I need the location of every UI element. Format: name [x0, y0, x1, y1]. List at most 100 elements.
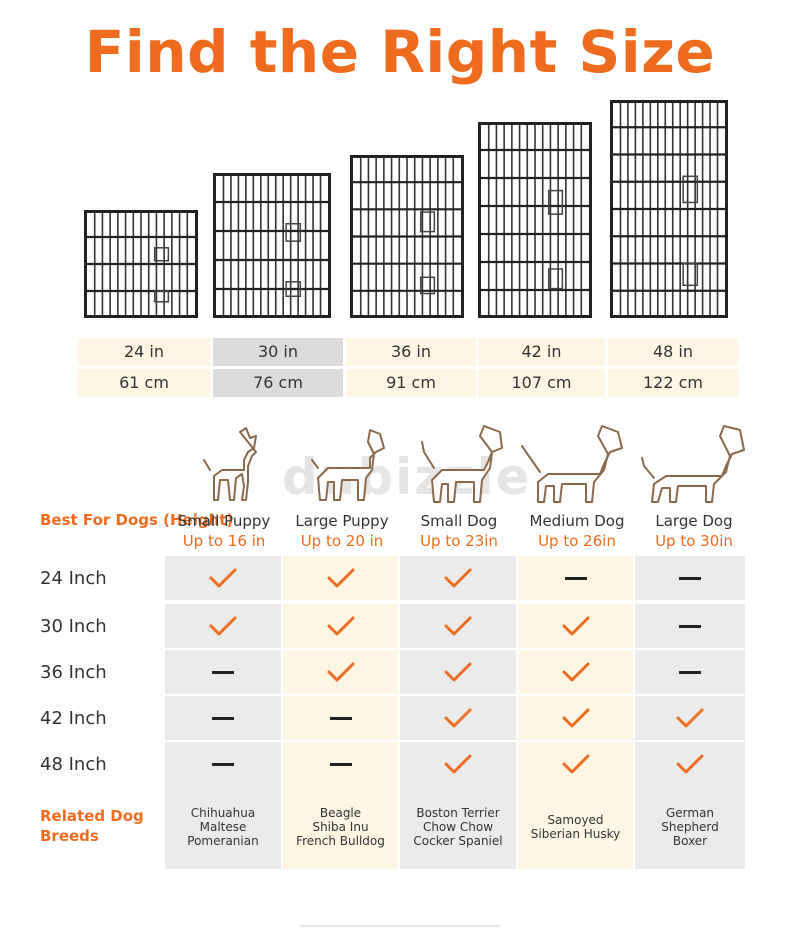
- grid-cell-r4-c3: [400, 696, 516, 740]
- grid-cell-r4-c5: [635, 696, 745, 740]
- breed-name: Shepherd: [661, 820, 719, 834]
- check-icon: [326, 566, 356, 590]
- grid-cell-r5-c4: [518, 742, 633, 786]
- size-in-3: 36 in: [346, 338, 476, 366]
- dog-1-silhouette-icon: [200, 426, 262, 510]
- page-title: Find the Right Size: [84, 18, 716, 86]
- grid-cell-r4-c2: [283, 696, 398, 740]
- check-icon: [443, 660, 473, 684]
- dog-name-1: Small Puppy: [177, 512, 271, 530]
- breed-name: Chihuahua: [190, 806, 256, 820]
- check-icon: [443, 752, 473, 776]
- dog-height-3: Up to 23in: [420, 532, 498, 550]
- dog-name-2: Large Puppy: [295, 512, 389, 530]
- breed-name: Siberian Husky: [530, 827, 621, 841]
- check-icon: [675, 706, 705, 730]
- grid-cell-r3-c2: [283, 650, 398, 694]
- size-cm-1: 61 cm: [78, 369, 210, 397]
- size-table: 24 in 61 cm 30 in 76 cm 36 in 91 cm 42 in 107 c…: [78, 336, 738, 398]
- breeds-col-5: German Shepherd Boxer: [635, 785, 745, 869]
- size-cm-5: 122 cm: [608, 369, 738, 397]
- dog-name-5: Large Dog: [655, 512, 733, 530]
- breeds-col-4: Samoyed Siberian Husky: [518, 785, 633, 869]
- grid-cell-r1-c5: [635, 556, 745, 600]
- dash-icon: [329, 762, 352, 766]
- size-cm-4: 107 cm: [478, 369, 605, 397]
- dog-2-silhouette-icon: [308, 424, 386, 510]
- check-icon: [561, 752, 591, 776]
- grid-cell-r2-c3: [400, 604, 516, 648]
- breed-name: Cocker Spaniel: [413, 834, 503, 848]
- grid-cell-r2-c5: [635, 604, 745, 648]
- check-icon: [561, 660, 591, 684]
- row-label-3: 36 Inch: [40, 662, 107, 683]
- row-label-2: 30 Inch: [40, 616, 107, 637]
- grid-cell-r5-c1: [165, 742, 281, 786]
- size-in-1: 24 in: [78, 338, 210, 366]
- grid-cell-r3-c1: [165, 650, 281, 694]
- related-breeds-label: Related Dog Breeds: [40, 807, 144, 845]
- crate-3-image: [350, 155, 464, 318]
- check-icon: [443, 706, 473, 730]
- grid-cell-r4-c1: [165, 696, 281, 740]
- check-icon: [561, 706, 591, 730]
- dog-height-4: Up to 26in: [538, 532, 616, 550]
- dash-icon: [564, 576, 587, 580]
- crate-5-image: [610, 100, 728, 318]
- dog-3-silhouette-icon: [418, 422, 504, 510]
- best-for-label: Best For Dogs (Height): [40, 511, 234, 529]
- size-cm-3: 91 cm: [346, 369, 476, 397]
- dog-height-5: Up to 30in: [655, 532, 733, 550]
- dog-5-silhouette-icon: [636, 422, 748, 510]
- breed-name: German: [665, 806, 715, 820]
- grid-cell-r1-c3: [400, 556, 516, 600]
- check-icon: [326, 660, 356, 684]
- crate-4-image: [478, 122, 592, 318]
- breeds-col-2: Beagle Shiba Inu French Bulldog: [283, 785, 398, 869]
- grid-cell-r3-c3: [400, 650, 516, 694]
- dash-icon: [212, 716, 234, 720]
- breed-name: Maltese: [199, 820, 247, 834]
- dog-height-1: Up to 16 in: [182, 532, 266, 550]
- grid-cell-r5-c3: [400, 742, 516, 786]
- grid-cell-r1-c2: [283, 556, 398, 600]
- size-in-4: 42 in: [478, 338, 605, 366]
- dog-name-3: Small Dog: [420, 512, 498, 530]
- breeds-col-1: Chihuahua Maltese Pomeranian: [165, 785, 281, 869]
- check-icon: [443, 614, 473, 638]
- size-in-5: 48 in: [608, 338, 738, 366]
- dog-name-4: Medium Dog: [529, 512, 625, 530]
- dash-icon: [329, 716, 352, 720]
- dash-icon: [679, 576, 701, 580]
- grid-cell-r2-c1: [165, 604, 281, 648]
- dog-height-2: Up to 20 in: [300, 532, 384, 550]
- breed-name: Boston Terrier: [416, 806, 500, 820]
- dash-icon: [679, 670, 701, 674]
- grid-cell-r1-c4: [518, 556, 633, 600]
- dash-icon: [212, 762, 234, 766]
- breed-name: Beagle: [319, 806, 362, 820]
- check-icon: [208, 566, 238, 590]
- breed-name: French Bulldog: [296, 834, 385, 848]
- breed-name: Samoyed: [547, 813, 604, 827]
- grid-cell-r4-c4: [518, 696, 633, 740]
- size-cm-2: 76 cm: [213, 369, 343, 397]
- crate-2-image: [213, 173, 331, 318]
- row-label-1: 24 Inch: [40, 568, 107, 589]
- grid-cell-r3-c5: [635, 650, 745, 694]
- dash-icon: [679, 624, 701, 628]
- grid-cell-r5-c2: [283, 742, 398, 786]
- dog-4-silhouette-icon: [518, 422, 626, 510]
- breed-name: Pomeranian: [187, 834, 259, 848]
- breed-name: Chow Chow: [422, 820, 494, 834]
- check-icon: [326, 614, 356, 638]
- grid-cell-r2-c4: [518, 604, 633, 648]
- crate-1-image: [84, 210, 198, 318]
- breeds-col-3: Boston Terrier Chow Chow Cocker Spaniel: [400, 785, 516, 869]
- row-label-4: 42 Inch: [40, 708, 107, 729]
- row-label-5: 48 Inch: [40, 754, 107, 775]
- size-in-2: 30 in: [213, 338, 343, 366]
- grid-cell-r3-c4: [518, 650, 633, 694]
- check-icon: [561, 614, 591, 638]
- grid-cell-r1-c1: [165, 556, 281, 600]
